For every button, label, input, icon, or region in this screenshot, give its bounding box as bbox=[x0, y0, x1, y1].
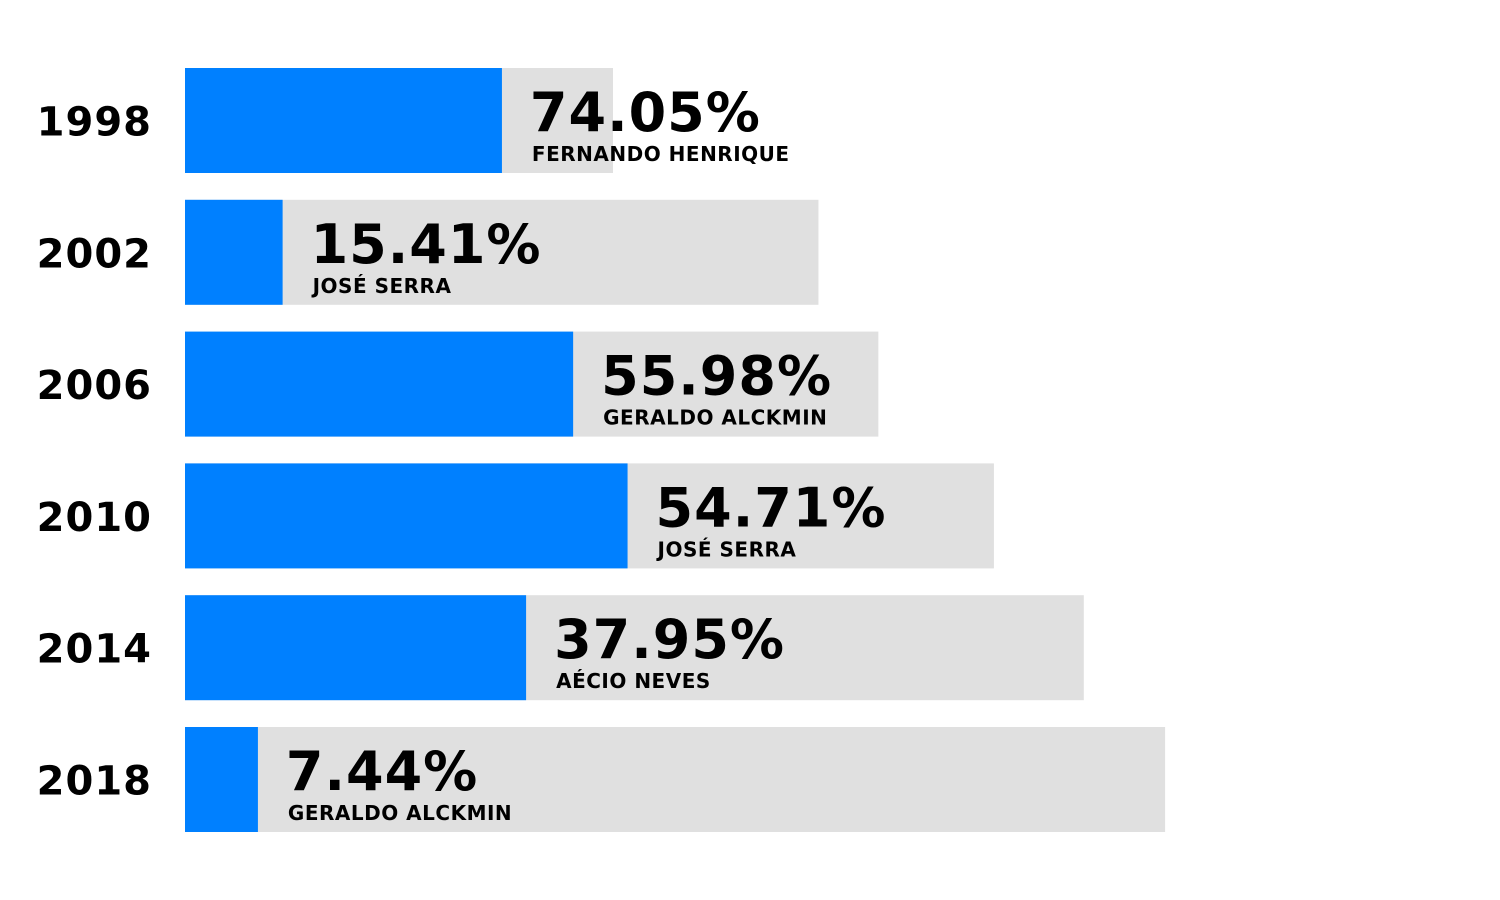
bar-value bbox=[185, 595, 527, 701]
bar-value bbox=[185, 463, 628, 569]
percent-label: 54.71% bbox=[656, 476, 887, 539]
bar-value bbox=[185, 727, 258, 832]
percent-label: 7.44% bbox=[286, 740, 478, 803]
bar-row: 2010 54.71%JOSÉ SERRA bbox=[37, 463, 994, 569]
bar-track bbox=[185, 199, 819, 305]
bar-row: 2014 37.95%AÉCIO NEVES bbox=[37, 595, 1084, 701]
bar-row: 1998 74.05%FERNANDO HENRIQUE bbox=[37, 68, 790, 173]
percent-label: 37.95% bbox=[554, 608, 785, 671]
candidate-label: GERALDO ALCKMIN bbox=[288, 801, 512, 825]
candidate-label: FERNANDO HENRIQUE bbox=[532, 142, 790, 166]
bar-row: 2002 15.41%JOSÉ SERRA bbox=[37, 199, 819, 305]
candidate-label: JOSÉ SERRA bbox=[311, 274, 452, 298]
candidate-label: JOSÉ SERRA bbox=[656, 537, 797, 561]
year-label: 2002 bbox=[37, 231, 152, 277]
year-label: 1998 bbox=[37, 100, 152, 146]
percent-label: 74.05% bbox=[530, 81, 761, 144]
bar-track bbox=[185, 727, 1166, 832]
candidate-label: AÉCIO NEVES bbox=[556, 669, 711, 693]
year-label: 2018 bbox=[37, 759, 152, 805]
year-label: 2006 bbox=[37, 363, 152, 409]
year-label: 2010 bbox=[37, 495, 152, 541]
bar-row: 2018 7.44%GERALDO ALCKMIN bbox=[37, 727, 1166, 832]
candidate-label: GERALDO ALCKMIN bbox=[603, 406, 827, 430]
year-label: 2014 bbox=[37, 627, 152, 673]
bar-value bbox=[185, 199, 283, 305]
bar-value bbox=[185, 331, 574, 437]
percent-label: 15.41% bbox=[311, 213, 542, 276]
bar-row: 2006 55.98%GERALDO ALCKMIN bbox=[37, 331, 879, 437]
percent-label: 55.98% bbox=[601, 345, 832, 408]
bar-value bbox=[185, 68, 502, 173]
